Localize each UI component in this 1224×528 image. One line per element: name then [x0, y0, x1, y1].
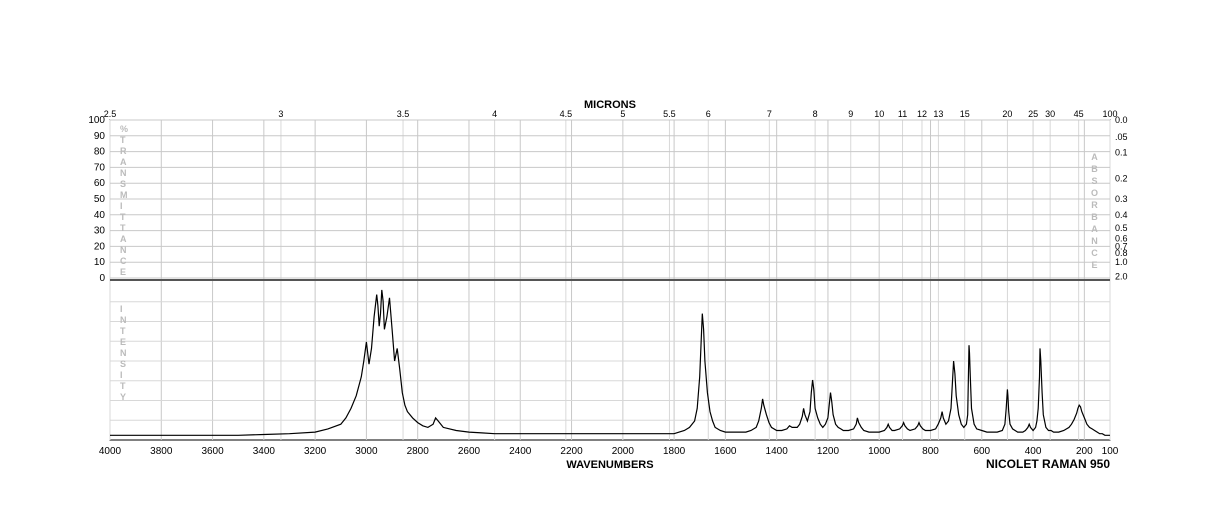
micron-tick: 5	[620, 109, 625, 119]
transmittance-tick: 0	[99, 273, 105, 284]
micron-tick: 4	[492, 109, 497, 119]
wavenumber-tick: 3400	[253, 446, 276, 457]
transmittance-axis-letter: T	[120, 223, 127, 233]
transmittance-axis-letter: A	[120, 157, 128, 167]
absorbance-tick: 0.1	[1115, 147, 1128, 157]
micron-tick: 20	[1002, 109, 1012, 119]
instrument-label: NICOLET RAMAN 950	[986, 457, 1110, 471]
absorbance-axis-letter: C	[1091, 248, 1099, 258]
intensity-axis-letter: T	[120, 381, 127, 391]
micron-tick: 3.5	[397, 109, 410, 119]
absorbance-axis-letter: R	[1091, 200, 1099, 210]
wavenumber-tick: 400	[1025, 446, 1042, 457]
transmittance-tick: 30	[94, 226, 106, 237]
absorbance-tick: 1.0	[1115, 257, 1128, 267]
transmittance-axis-letter: %	[120, 124, 129, 134]
wavenumber-tick: 2200	[560, 446, 583, 457]
wavenumber-tick: 1400	[766, 446, 789, 457]
transmittance-axis-letter: A	[120, 234, 128, 244]
transmittance-axis-letter: T	[120, 135, 127, 145]
micron-tick: 7	[767, 109, 772, 119]
absorbance-axis-letter: S	[1091, 176, 1098, 186]
wavenumber-tick: 2800	[407, 446, 430, 457]
micron-tick: 6	[706, 109, 711, 119]
absorbance-axis-letter: A	[1091, 152, 1099, 162]
intensity-axis-letter: T	[120, 326, 127, 336]
absorbance-tick: 0.4	[1115, 210, 1128, 220]
wavenumber-tick: 2000	[612, 446, 635, 457]
wavenumber-tick: 3200	[304, 446, 327, 457]
micron-tick: 3	[278, 109, 283, 119]
transmittance-axis-letter: N	[120, 168, 128, 178]
absorbance-tick: 0.3	[1115, 194, 1128, 204]
absorbance-tick: .05	[1115, 132, 1128, 142]
transmittance-axis-letter: T	[120, 212, 127, 222]
transmittance-axis-letter: C	[120, 256, 128, 266]
intensity-axis-letter: Y	[120, 392, 127, 402]
wavenumber-tick: 200	[1076, 446, 1093, 457]
wavenumber-tick: 3800	[150, 446, 173, 457]
wavenumber-tick: 4000	[99, 446, 122, 457]
micron-tick: 4.5	[560, 109, 573, 119]
wavenumber-tick: 3000	[355, 446, 378, 457]
transmittance-tick: 90	[94, 131, 106, 142]
spectrum-chart: MICRONS2.533.544.555.5678910111213152025…	[80, 100, 1140, 470]
bottom-axis-title: WAVENUMBERS	[566, 459, 653, 471]
intensity-axis-letter: N	[120, 315, 128, 325]
wavenumber-tick: 1600	[714, 446, 737, 457]
transmittance-tick: 60	[94, 178, 106, 189]
transmittance-axis-letter: S	[120, 179, 127, 189]
micron-tick: 9	[848, 109, 853, 119]
top-axis-title: MICRONS	[584, 100, 636, 111]
absorbance-tick: 0.2	[1115, 173, 1128, 183]
wavenumber-tick: 100	[1102, 446, 1119, 457]
micron-tick: 2.5	[104, 109, 117, 119]
transmittance-axis-letter: N	[120, 245, 128, 255]
transmittance-axis-letter: E	[120, 267, 127, 277]
absorbance-tick: 0.5	[1115, 223, 1128, 233]
transmittance-tick: 10	[94, 257, 106, 268]
wavenumber-tick: 600	[973, 446, 990, 457]
absorbance-axis-letter: E	[1091, 260, 1098, 270]
intensity-axis-letter: I	[120, 304, 124, 314]
transmittance-tick: 70	[94, 162, 106, 173]
absorbance-axis-letter: A	[1091, 224, 1099, 234]
micron-tick: 30	[1045, 109, 1055, 119]
transmittance-axis-letter: M	[120, 190, 129, 200]
micron-tick: 45	[1074, 109, 1084, 119]
transmittance-axis-letter: I	[120, 201, 124, 211]
micron-tick: 25	[1028, 109, 1038, 119]
absorbance-axis-letter: B	[1091, 212, 1099, 222]
transmittance-tick: 20	[94, 241, 106, 252]
micron-tick: 5.5	[663, 109, 676, 119]
absorbance-axis-letter: N	[1091, 236, 1099, 246]
micron-tick: 11	[898, 109, 907, 119]
micron-tick: 12	[917, 109, 927, 119]
intensity-axis-letter: N	[120, 348, 128, 358]
wavenumber-tick: 800	[922, 446, 939, 457]
absorbance-tick: 2.0	[1115, 271, 1128, 281]
transmittance-tick: 80	[94, 147, 106, 158]
absorbance-axis-letter: B	[1091, 164, 1099, 174]
transmittance-tick: 50	[94, 194, 106, 205]
micron-tick: 10	[874, 109, 884, 119]
micron-tick: 8	[813, 109, 818, 119]
wavenumber-tick: 1000	[868, 446, 891, 457]
wavenumber-tick: 1800	[663, 446, 686, 457]
wavenumber-tick: 2400	[509, 446, 532, 457]
wavenumber-tick: 2600	[458, 446, 481, 457]
micron-tick: 13	[933, 109, 943, 119]
transmittance-tick: 40	[94, 210, 106, 221]
intensity-axis-letter: E	[120, 337, 127, 347]
wavenumber-tick: 1200	[817, 446, 840, 457]
transmittance-tick: 100	[88, 115, 105, 126]
absorbance-tick: 0.0	[1115, 115, 1128, 125]
micron-tick: 15	[960, 109, 970, 119]
absorbance-axis-letter: O	[1091, 188, 1099, 198]
transmittance-axis-letter: R	[120, 146, 128, 156]
intensity-axis-letter: S	[120, 359, 127, 369]
wavenumber-tick: 3600	[201, 446, 224, 457]
spectrum-trace	[110, 290, 1110, 435]
intensity-axis-letter: I	[120, 370, 124, 380]
